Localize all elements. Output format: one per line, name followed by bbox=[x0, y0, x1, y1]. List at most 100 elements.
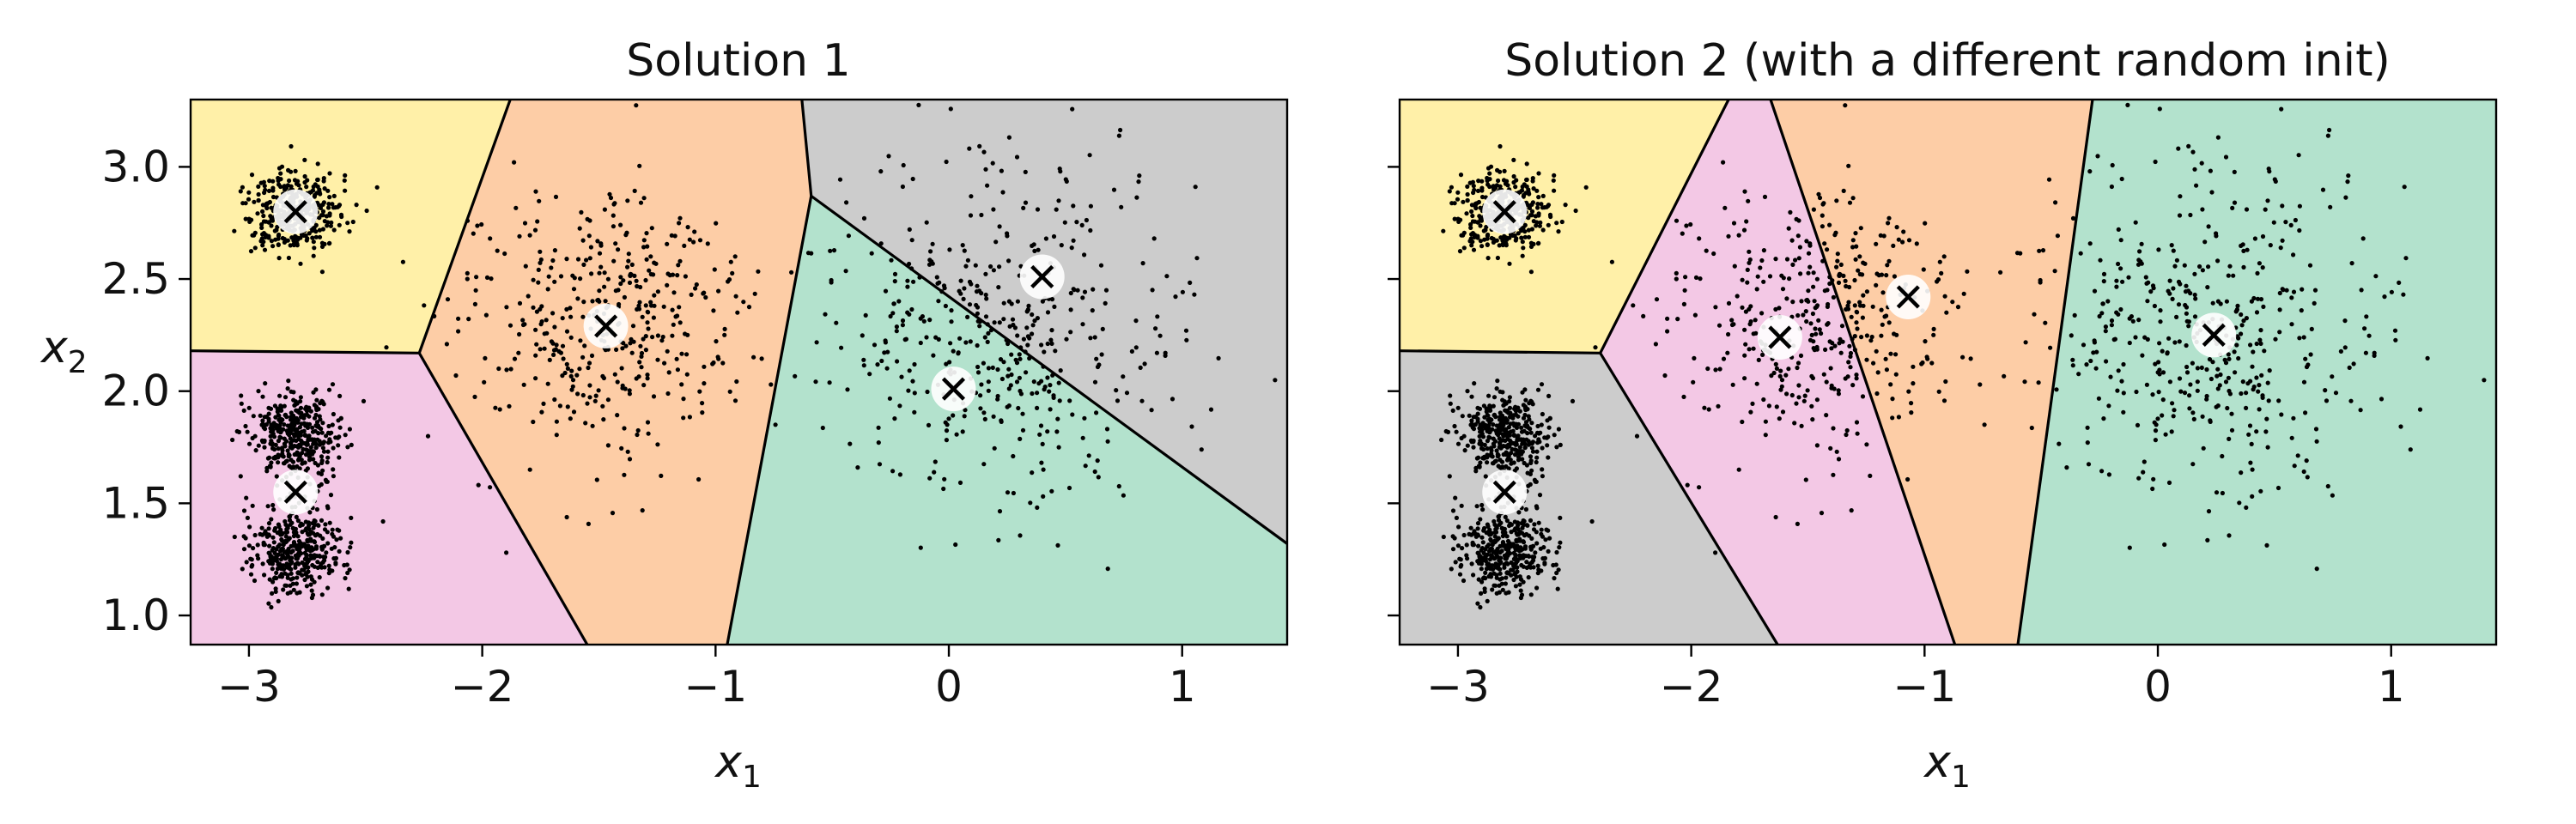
data-point bbox=[2295, 453, 2300, 458]
data-point bbox=[1501, 415, 1506, 421]
data-point bbox=[639, 354, 644, 359]
data-point bbox=[931, 353, 936, 358]
data-point bbox=[1509, 522, 1514, 527]
data-point bbox=[983, 292, 988, 298]
data-point bbox=[2014, 251, 2020, 256]
data-point bbox=[240, 185, 245, 190]
data-point bbox=[2125, 102, 2130, 107]
data-point bbox=[238, 189, 243, 194]
data-point bbox=[627, 280, 633, 285]
data-point bbox=[293, 168, 298, 173]
data-point bbox=[1905, 476, 1911, 482]
data-point bbox=[283, 187, 288, 192]
data-point bbox=[1526, 234, 1532, 239]
data-point bbox=[1461, 245, 1467, 251]
data-point bbox=[1170, 397, 1176, 402]
data-point bbox=[1796, 395, 1801, 400]
data-point bbox=[277, 429, 283, 434]
data-point bbox=[1691, 379, 1696, 385]
data-point bbox=[1452, 216, 1457, 221]
data-point bbox=[637, 360, 642, 365]
data-point bbox=[579, 209, 584, 215]
data-point bbox=[276, 460, 281, 465]
data-point bbox=[1528, 546, 1534, 552]
data-point bbox=[1068, 330, 1073, 335]
data-point bbox=[313, 387, 319, 392]
data-point bbox=[1936, 389, 1941, 394]
data-point bbox=[999, 418, 1004, 423]
data-point bbox=[560, 373, 565, 379]
data-point bbox=[1762, 194, 1768, 199]
data-point bbox=[621, 278, 626, 283]
data-point bbox=[245, 429, 250, 434]
data-point bbox=[1521, 245, 1526, 251]
data-point bbox=[1492, 518, 1497, 524]
data-point bbox=[2255, 296, 2261, 301]
data-point bbox=[2119, 176, 2124, 182]
data-point bbox=[308, 582, 313, 587]
data-point bbox=[1473, 201, 1479, 206]
data-point bbox=[1811, 207, 1816, 212]
data-point bbox=[1030, 312, 1035, 318]
data-point bbox=[1515, 559, 1520, 564]
data-point bbox=[324, 550, 329, 555]
data-point bbox=[614, 347, 619, 352]
data-point bbox=[1504, 420, 1510, 425]
data-point bbox=[2127, 316, 2132, 321]
data-point bbox=[273, 415, 278, 420]
data-point bbox=[2092, 288, 2098, 294]
data-point bbox=[305, 539, 310, 544]
data-point bbox=[1871, 360, 1876, 366]
data-point bbox=[618, 281, 623, 287]
data-point bbox=[330, 527, 335, 532]
data-point bbox=[968, 213, 974, 218]
data-point bbox=[2389, 289, 2394, 294]
data-point bbox=[1721, 160, 1726, 165]
data-point bbox=[246, 441, 252, 446]
data-point bbox=[983, 271, 988, 276]
data-point bbox=[2190, 462, 2196, 467]
data-point bbox=[1546, 434, 1551, 439]
data-point bbox=[2085, 440, 2090, 445]
data-point bbox=[1684, 223, 1689, 228]
data-point bbox=[1792, 421, 1797, 426]
data-point bbox=[1068, 307, 1073, 312]
data-point bbox=[1939, 270, 1944, 276]
data-point bbox=[317, 575, 322, 580]
data-point bbox=[2265, 198, 2270, 203]
x-tick-label: −1 bbox=[1893, 662, 1956, 712]
data-point bbox=[267, 577, 272, 582]
data-point bbox=[306, 525, 311, 530]
data-point bbox=[652, 303, 657, 308]
data-point bbox=[1005, 490, 1011, 495]
data-point bbox=[1731, 221, 1737, 226]
data-point bbox=[910, 379, 915, 384]
data-point bbox=[597, 251, 603, 256]
data-point bbox=[1483, 576, 1488, 581]
data-point bbox=[2069, 333, 2074, 338]
data-point bbox=[331, 467, 336, 472]
data-point bbox=[1795, 312, 1801, 318]
data-point bbox=[977, 143, 982, 148]
data-point bbox=[623, 343, 629, 348]
data-point bbox=[266, 550, 271, 555]
data-point bbox=[960, 243, 965, 248]
data-point bbox=[860, 333, 865, 338]
data-point bbox=[1814, 303, 1820, 308]
data-point bbox=[286, 549, 291, 554]
data-point bbox=[554, 419, 560, 424]
data-point bbox=[2153, 361, 2158, 367]
data-point bbox=[331, 445, 336, 451]
data-point bbox=[1518, 588, 1523, 593]
x-tick-label: −2 bbox=[451, 662, 514, 712]
data-point bbox=[1513, 412, 1519, 417]
y-tick-label: 2.0 bbox=[101, 367, 170, 416]
data-point bbox=[2197, 264, 2202, 270]
data-point bbox=[601, 417, 606, 422]
data-point bbox=[662, 360, 667, 366]
data-point bbox=[702, 381, 707, 386]
data-point bbox=[1538, 220, 1543, 225]
data-point bbox=[324, 433, 329, 439]
data-point bbox=[2036, 380, 2041, 385]
data-point bbox=[1498, 543, 1503, 549]
